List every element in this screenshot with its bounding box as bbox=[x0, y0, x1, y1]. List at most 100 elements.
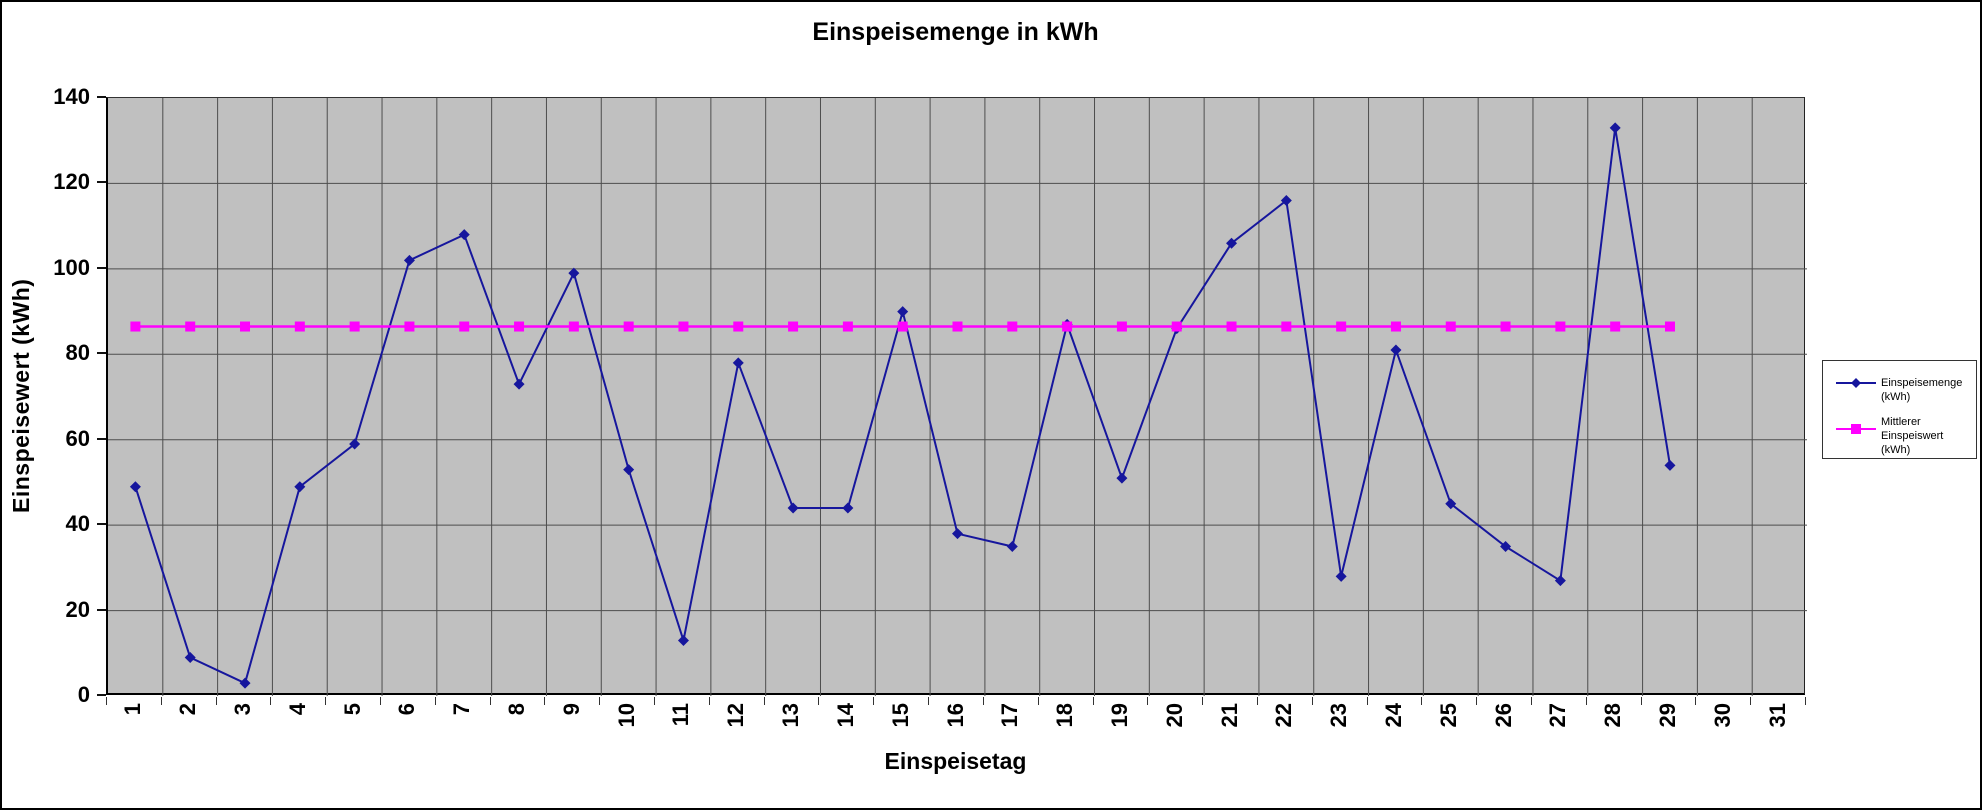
x-tick-label: 2 bbox=[175, 703, 201, 716]
x-tick-label: 14 bbox=[832, 703, 858, 728]
x-tick-mark bbox=[1366, 697, 1368, 705]
x-tick-label: 6 bbox=[394, 703, 420, 716]
chart-svg bbox=[108, 98, 1807, 696]
y-tick-label: 100 bbox=[53, 254, 90, 280]
data-point-marker bbox=[458, 229, 470, 241]
y-tick-label: 0 bbox=[77, 682, 90, 707]
x-tick-mark bbox=[1421, 697, 1423, 705]
x-tick-label: 10 bbox=[613, 703, 639, 728]
data-point-marker bbox=[1445, 321, 1456, 332]
y-tick-mark bbox=[97, 523, 106, 526]
data-point-marker bbox=[788, 321, 799, 332]
x-tick-mark bbox=[1147, 697, 1149, 705]
x-tick-label: 9 bbox=[558, 703, 584, 716]
x-tick-mark bbox=[818, 697, 820, 705]
chart-title: Einspeisemenge in kWh bbox=[812, 18, 1099, 46]
data-point-marker bbox=[294, 481, 306, 493]
data-point-marker bbox=[623, 464, 635, 476]
x-tick-mark bbox=[982, 697, 984, 705]
legend-entry-einspeisemenge: Einspeisemenge (kWh) bbox=[1823, 373, 1976, 403]
data-point-marker bbox=[787, 502, 799, 514]
y-tick-label: 60 bbox=[65, 425, 90, 451]
x-tick-label: 3 bbox=[230, 703, 256, 716]
legend-label: Einspeisemenge (kWh) bbox=[1881, 377, 1963, 403]
x-tick-mark bbox=[160, 697, 162, 705]
data-point-marker bbox=[459, 321, 470, 332]
data-point-marker bbox=[1116, 321, 1127, 332]
data-point-marker bbox=[842, 502, 854, 514]
data-point-marker bbox=[952, 528, 963, 540]
data-point-marker bbox=[733, 321, 744, 332]
data-point-marker bbox=[513, 378, 525, 390]
y-tick-mark bbox=[97, 352, 106, 355]
x-tick-mark bbox=[270, 697, 272, 705]
x-tick-label: 25 bbox=[1435, 703, 1461, 728]
y-tick-label: 80 bbox=[65, 340, 90, 366]
data-point-marker bbox=[1610, 321, 1621, 332]
x-tick-mark bbox=[1585, 697, 1587, 705]
legend-swatch-svg-1 bbox=[1836, 424, 1876, 434]
data-point-marker bbox=[1116, 472, 1128, 484]
data-point-marker bbox=[1226, 321, 1237, 332]
x-tick-mark bbox=[1092, 697, 1094, 705]
data-point-marker bbox=[897, 306, 909, 318]
y-tick-label: 140 bbox=[53, 84, 90, 109]
x-tick-label: 5 bbox=[339, 703, 365, 716]
x-tick-label: 22 bbox=[1271, 703, 1297, 728]
data-point-marker bbox=[404, 321, 415, 332]
line-square-marker-icon bbox=[1836, 422, 1876, 436]
x-tick-mark bbox=[1640, 697, 1642, 705]
y-tick-label: 40 bbox=[65, 511, 90, 537]
data-point-marker bbox=[1226, 237, 1238, 249]
x-tick-label: 31 bbox=[1764, 703, 1790, 728]
y-tick-mark bbox=[97, 608, 106, 611]
data-point-marker bbox=[129, 481, 141, 493]
y-tick-mark bbox=[97, 437, 106, 440]
data-point-marker bbox=[1555, 321, 1566, 332]
data-point-marker bbox=[952, 321, 963, 332]
data-point-marker bbox=[842, 321, 853, 332]
x-tick-mark bbox=[1530, 697, 1532, 705]
x-tick-label: 23 bbox=[1326, 703, 1352, 728]
data-point-marker bbox=[184, 652, 196, 664]
data-point-marker bbox=[1335, 570, 1347, 582]
x-tick-mark bbox=[1695, 697, 1697, 705]
x-tick-mark bbox=[928, 697, 930, 705]
legend-label: Mittlerer Einspeiswert (kWh) bbox=[1881, 416, 1944, 456]
data-point-marker bbox=[1007, 321, 1018, 332]
x-tick-mark bbox=[1750, 697, 1752, 705]
x-tick-label: 24 bbox=[1380, 703, 1406, 728]
data-point-marker bbox=[1336, 321, 1347, 332]
x-tick-label: 19 bbox=[1106, 703, 1132, 728]
x-tick-mark bbox=[1805, 697, 1806, 705]
data-point-marker bbox=[1281, 321, 1292, 332]
x-tick-label: 11 bbox=[668, 703, 694, 727]
data-point-marker bbox=[239, 677, 251, 689]
data-point-marker bbox=[897, 321, 908, 332]
data-point-marker bbox=[1554, 575, 1566, 587]
x-tick-label: 20 bbox=[1161, 703, 1187, 728]
data-point-marker bbox=[1006, 541, 1018, 552]
x-tick-label: 26 bbox=[1490, 703, 1516, 728]
x-axis-title: Einspeisetag bbox=[884, 748, 1027, 774]
x-tick-mark bbox=[325, 697, 327, 705]
data-point-marker bbox=[1390, 344, 1402, 356]
data-point-marker bbox=[623, 321, 634, 332]
x-tick-label: 18 bbox=[1052, 703, 1078, 728]
x-tick-mark bbox=[544, 697, 546, 705]
legend-entry-mittlerer-einspeiswert: Mittlerer Einspeiswert (kWh) bbox=[1823, 415, 1976, 456]
legend: Einspeisemenge (kWh) Mittlerer Einspeisw… bbox=[1822, 360, 1977, 459]
x-tick-label: 17 bbox=[997, 703, 1023, 728]
data-point-marker bbox=[1500, 541, 1512, 552]
data-point-marker bbox=[568, 267, 580, 279]
x-tick-label: 12 bbox=[723, 703, 749, 728]
x-tick-mark bbox=[1476, 697, 1478, 705]
data-point-marker bbox=[1390, 321, 1401, 332]
y-tick-mark bbox=[97, 694, 106, 696]
x-tick-mark bbox=[434, 697, 436, 705]
y-tick-mark bbox=[97, 266, 106, 269]
x-tick-label: 28 bbox=[1600, 703, 1626, 728]
series-line-0 bbox=[134, 127, 1671, 685]
x-tick-mark bbox=[654, 697, 656, 705]
y-tick-mark bbox=[97, 96, 106, 98]
